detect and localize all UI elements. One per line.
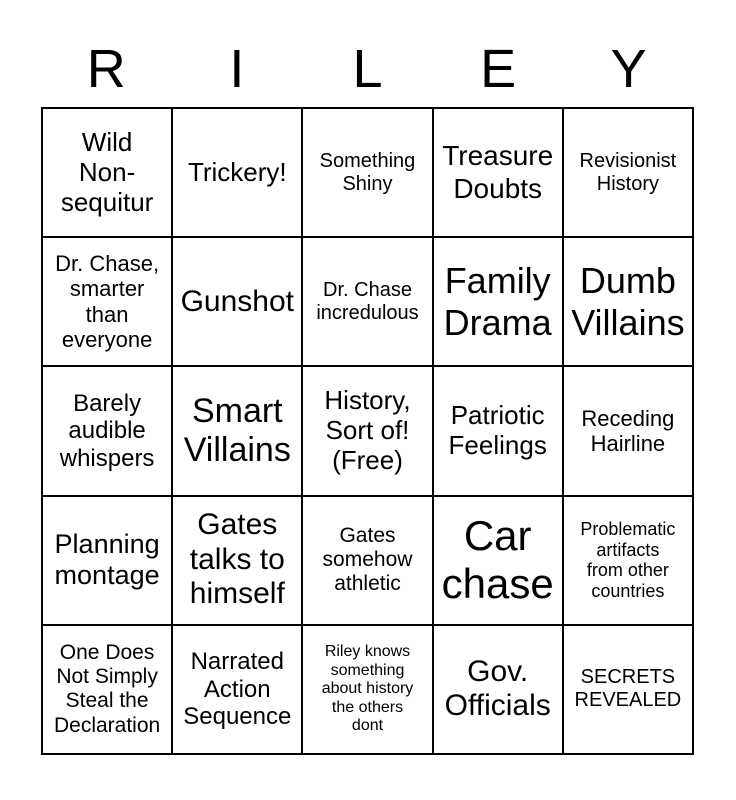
bingo-cell-r4c3[interactable]: Gates somehow athletic [302,495,433,625]
bingo-cell-r3c5[interactable]: Receding Hairline [562,366,693,496]
bingo-cell-r1c2[interactable]: Trickery! [172,108,303,238]
bingo-cell-r2c5[interactable]: Dumb Villains [562,237,693,367]
bingo-cell-r1c5[interactable]: Revisionist History [562,108,693,238]
title-letter-y: Y [610,39,647,100]
bingo-cell-r5c2[interactable]: Narrated Action Sequence [172,624,303,754]
bingo-cell-r1c3[interactable]: Something Shiny [302,108,433,238]
title-letter-i: I [229,39,245,100]
bingo-cell-r1c4[interactable]: Treasure Doubts [432,108,563,238]
bingo-cell-r3c4[interactable]: Patriotic Feelings [432,366,563,496]
bingo-title: R I L E Y [41,36,694,98]
bingo-cell-r5c1[interactable]: One Does Not Simply Steal the Declaratio… [42,624,173,754]
bingo-cell-r4c5[interactable]: Problematic artifacts from other countri… [562,495,693,625]
bingo-cell-r3c1[interactable]: Barely audible whispers [42,366,173,496]
bingo-cell-r3c3-free-space[interactable]: History, Sort of! (Free) [302,366,433,496]
bingo-cell-r5c3[interactable]: Riley knows something about history the … [302,624,433,754]
bingo-card-grid: Wild Non- sequitur Trickery! Something S… [41,107,694,755]
bingo-cell-r2c1[interactable]: Dr. Chase, smarter than everyone [42,237,173,367]
title-letter-r: R [86,39,126,100]
bingo-cell-r4c1[interactable]: Planning montage [42,495,173,625]
bingo-cell-r5c5[interactable]: SECRETS REVEALED [562,624,693,754]
title-letter-l: L [352,39,383,100]
bingo-cell-r3c2[interactable]: Smart Villains [172,366,303,496]
bingo-cell-r4c2[interactable]: Gates talks to himself [172,495,303,625]
bingo-cell-r2c4[interactable]: Family Drama [432,237,563,367]
bingo-cell-r5c4[interactable]: Gov. Officials [432,624,563,754]
bingo-cell-r4c4[interactable]: Car chase [432,495,563,625]
bingo-cell-r1c1[interactable]: Wild Non- sequitur [42,108,173,238]
bingo-cell-r2c3[interactable]: Dr. Chase incredulous [302,237,433,367]
title-letter-e: E [480,39,517,100]
bingo-cell-r2c2[interactable]: Gunshot [172,237,303,367]
